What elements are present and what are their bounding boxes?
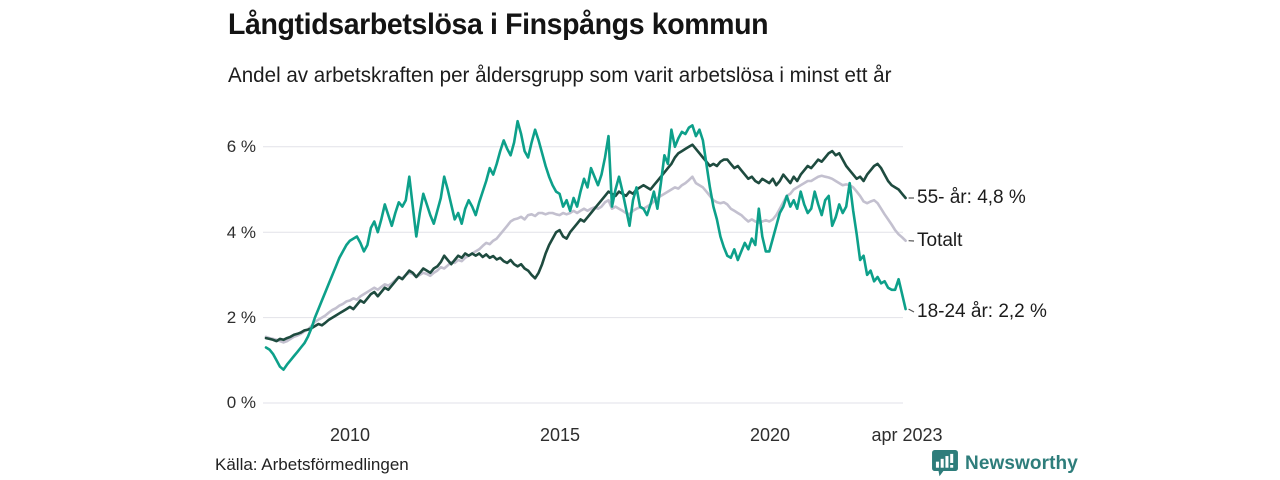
y-tick-2: 2 %: [226, 308, 256, 327]
series-label-55-ar: 55- år: 4,8 %: [917, 187, 1026, 208]
y-tick-0: 0 %: [226, 393, 256, 412]
x-tick-2020: 2020: [749, 425, 791, 445]
series-label-18-24-ar: 18-24 år: 2,2 %: [917, 301, 1047, 322]
brand-name: Newsworthy: [965, 452, 1078, 474]
x-tick-apr-2023: apr 2023: [871, 425, 943, 445]
y-tick-6: 6 %: [226, 137, 256, 156]
series-label-totalt: Totalt: [917, 230, 963, 251]
x-tick-2010: 2010: [329, 425, 371, 445]
brand-lockup: Newsworthy: [932, 450, 1078, 477]
x-tick-2015: 2015: [539, 425, 581, 445]
y-tick-4: 4 %: [226, 223, 256, 242]
page-subtitle: Andel av arbetskraften per åldersgrupp s…: [228, 64, 892, 87]
newsworthy-logo-icon: [932, 450, 958, 477]
source-note: Källa: Arbetsförmedlingen: [215, 455, 409, 474]
page-title: Långtidsarbetslösa i Finspångs kommun: [228, 8, 769, 41]
